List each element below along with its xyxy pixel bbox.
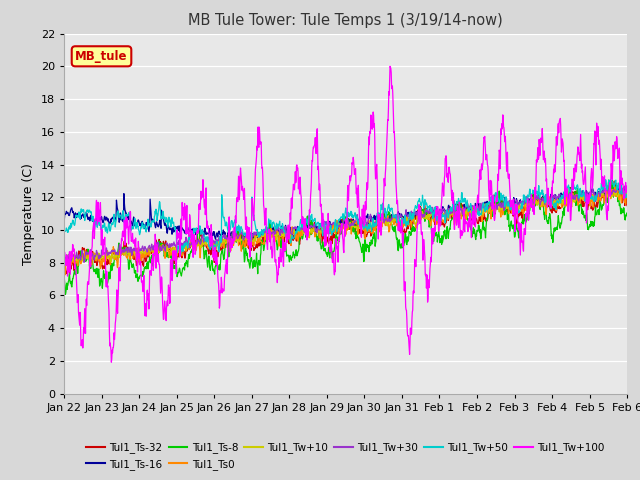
Tul1_Ts-8 <box>557 222 564 228</box>
Tul1_Tw+10 <box>172 242 180 248</box>
Tul1_Tw+100 <box>386 63 394 69</box>
Line: Tul1_Tw+30: Tul1_Tw+30 <box>64 184 627 263</box>
Tul1_Tw+10 <box>249 238 257 243</box>
Legend: Tul1_Ts-32, Tul1_Ts-16, Tul1_Ts-8, Tul1_Ts0, Tul1_Tw+10, Tul1_Tw+30, Tul1_Tw+50,: Tul1_Ts-32, Tul1_Ts-16, Tul1_Ts-8, Tul1_… <box>83 438 609 474</box>
Tul1_Ts-32 <box>60 265 68 271</box>
Tul1_Ts-16 <box>507 200 515 205</box>
Tul1_Tw+30 <box>80 260 88 265</box>
Tul1_Tw+100 <box>108 360 115 365</box>
Tul1_Ts0 <box>433 217 441 223</box>
Tul1_Ts0 <box>605 183 613 189</box>
Tul1_Ts-32 <box>186 242 193 248</box>
Tul1_Ts-16 <box>557 195 564 201</box>
Tul1_Ts0 <box>186 243 193 249</box>
Tul1_Ts-16 <box>60 216 68 222</box>
Tul1_Ts-16 <box>172 224 179 229</box>
Tul1_Tw+100 <box>508 204 515 209</box>
Tul1_Tw+100 <box>623 184 631 190</box>
Tul1_Ts-16 <box>433 211 441 216</box>
Tul1_Tw+50 <box>602 177 609 182</box>
Tul1_Ts-32 <box>611 178 618 184</box>
Tul1_Ts-32 <box>249 241 257 247</box>
Tul1_Tw+50 <box>249 206 257 212</box>
Tul1_Ts-8 <box>186 253 193 259</box>
Tul1_Ts-8 <box>249 265 257 271</box>
Tul1_Ts0 <box>557 199 564 205</box>
Tul1_Tw+30 <box>433 209 441 215</box>
Tul1_Tw+30 <box>616 181 623 187</box>
Tul1_Tw+100 <box>557 135 565 141</box>
Tul1_Tw+50 <box>186 233 193 239</box>
Tul1_Tw+30 <box>557 195 564 201</box>
Title: MB Tule Tower: Tule Temps 1 (3/19/14-now): MB Tule Tower: Tule Temps 1 (3/19/14-now… <box>188 13 503 28</box>
Tul1_Ts0 <box>507 206 515 212</box>
Tul1_Tw+50 <box>433 213 441 219</box>
Tul1_Tw+50 <box>60 230 68 236</box>
Line: Tul1_Ts-16: Tul1_Ts-16 <box>64 187 627 243</box>
Tul1_Ts-8 <box>172 261 180 267</box>
Tul1_Tw+30 <box>172 243 180 249</box>
Tul1_Ts-8 <box>61 291 69 297</box>
Tul1_Tw+100 <box>249 202 257 207</box>
Tul1_Ts-32 <box>557 205 564 211</box>
Tul1_Tw+10 <box>557 197 564 203</box>
Tul1_Ts-32 <box>507 210 515 216</box>
Tul1_Ts0 <box>172 254 180 260</box>
Line: Tul1_Ts-32: Tul1_Ts-32 <box>64 181 627 274</box>
Tul1_Ts-8 <box>507 220 515 226</box>
Tul1_Ts-8 <box>605 177 612 183</box>
Line: Tul1_Tw+10: Tul1_Tw+10 <box>64 191 627 266</box>
Tul1_Ts-8 <box>623 212 631 217</box>
Tul1_Ts-16 <box>249 235 257 241</box>
Tul1_Ts0 <box>623 190 631 196</box>
Tul1_Tw+10 <box>507 200 515 206</box>
Tul1_Ts-32 <box>172 255 180 261</box>
Tul1_Ts0 <box>61 272 69 277</box>
Text: MB_tule: MB_tule <box>76 50 128 63</box>
Tul1_Tw+30 <box>507 202 515 207</box>
Tul1_Ts-32 <box>623 203 631 209</box>
Tul1_Ts-8 <box>60 274 68 280</box>
Line: Tul1_Tw+100: Tul1_Tw+100 <box>64 66 627 362</box>
Tul1_Tw+50 <box>557 200 564 206</box>
Line: Tul1_Ts-8: Tul1_Ts-8 <box>64 180 627 294</box>
Tul1_Tw+50 <box>177 252 184 257</box>
Tul1_Tw+100 <box>434 204 442 210</box>
Tul1_Tw+100 <box>172 255 180 261</box>
Tul1_Tw+30 <box>60 254 68 260</box>
Tul1_Tw+10 <box>61 263 69 269</box>
Tul1_Tw+10 <box>60 256 68 262</box>
Tul1_Tw+10 <box>433 208 441 214</box>
Tul1_Tw+100 <box>60 258 68 264</box>
Tul1_Tw+10 <box>623 188 631 194</box>
Tul1_Ts0 <box>249 240 257 246</box>
Tul1_Ts-16 <box>623 186 631 192</box>
Tul1_Ts0 <box>60 260 68 265</box>
Tul1_Tw+10 <box>609 188 617 194</box>
Tul1_Ts-16 <box>620 184 627 190</box>
Tul1_Tw+10 <box>186 243 193 249</box>
Tul1_Tw+50 <box>507 206 515 212</box>
Tul1_Tw+30 <box>249 231 257 237</box>
Tul1_Tw+30 <box>623 189 631 195</box>
Tul1_Tw+50 <box>623 192 631 197</box>
Line: Tul1_Ts0: Tul1_Ts0 <box>64 186 627 275</box>
Tul1_Ts-16 <box>186 225 193 230</box>
Tul1_Tw+100 <box>186 212 193 217</box>
Tul1_Tw+50 <box>172 227 179 232</box>
Tul1_Ts-32 <box>63 271 70 276</box>
Tul1_Ts-16 <box>244 240 252 246</box>
Tul1_Ts-8 <box>433 239 441 245</box>
Tul1_Ts-32 <box>433 219 441 225</box>
Y-axis label: Temperature (C): Temperature (C) <box>22 163 35 264</box>
Tul1_Tw+30 <box>186 245 193 251</box>
Line: Tul1_Tw+50: Tul1_Tw+50 <box>64 180 627 254</box>
